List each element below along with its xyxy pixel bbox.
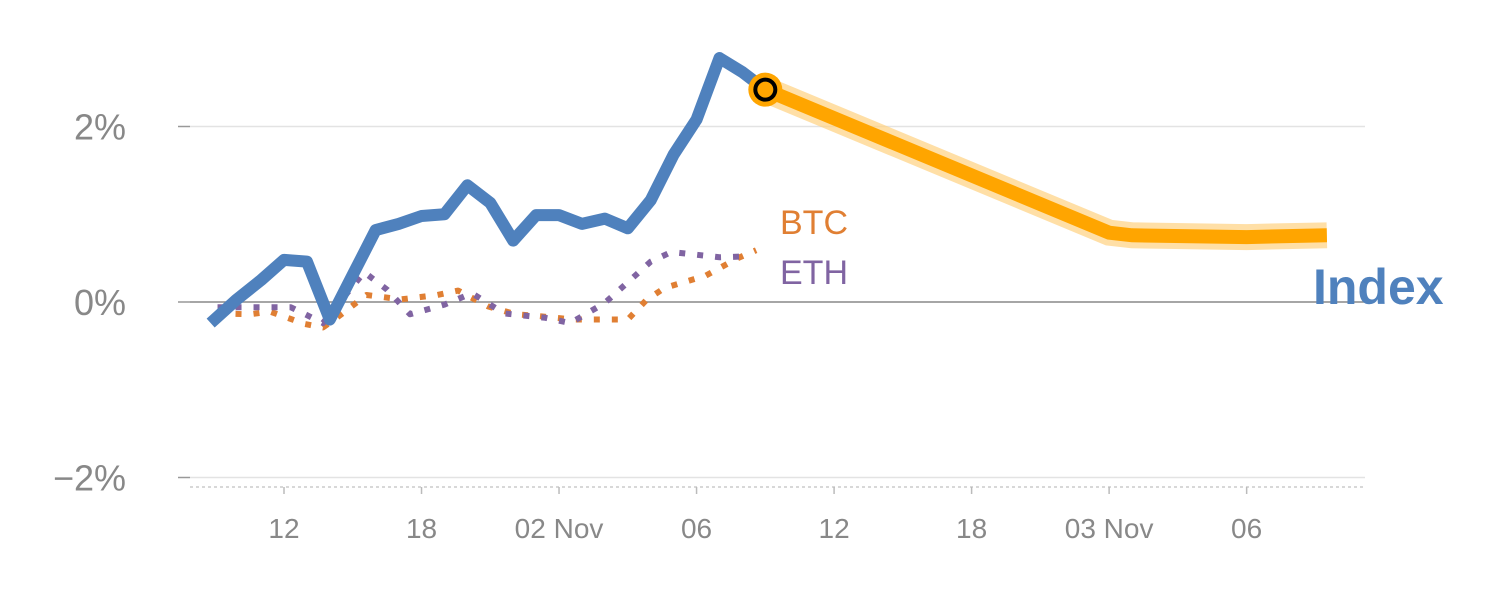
- y-tick-label: 0%: [74, 282, 126, 323]
- series-label-eth: ETH: [780, 254, 848, 292]
- x-tick-label: 06: [681, 513, 712, 544]
- y-tick-label: −2%: [53, 458, 126, 499]
- highlight-point: [753, 77, 778, 102]
- series-line-index: [206, 52, 769, 328]
- series-label-btc: BTC: [780, 204, 848, 242]
- x-tick-label: 18: [406, 513, 437, 544]
- series-label-index: Index: [1313, 259, 1444, 315]
- y-tick-label: 2%: [74, 107, 126, 148]
- x-tick-label: 02 Nov: [515, 513, 604, 544]
- forecast-glow: [760, 77, 1328, 251]
- x-tick-label: 12: [819, 513, 850, 544]
- series-line-btc: [217, 247, 758, 331]
- x-tick-label: 18: [956, 513, 987, 544]
- x-tick-label: 06: [1231, 513, 1262, 544]
- series-line-forecast: [762, 83, 1328, 245]
- x-tick-label: 12: [268, 513, 299, 544]
- x-tick-label: 03 Nov: [1065, 513, 1154, 544]
